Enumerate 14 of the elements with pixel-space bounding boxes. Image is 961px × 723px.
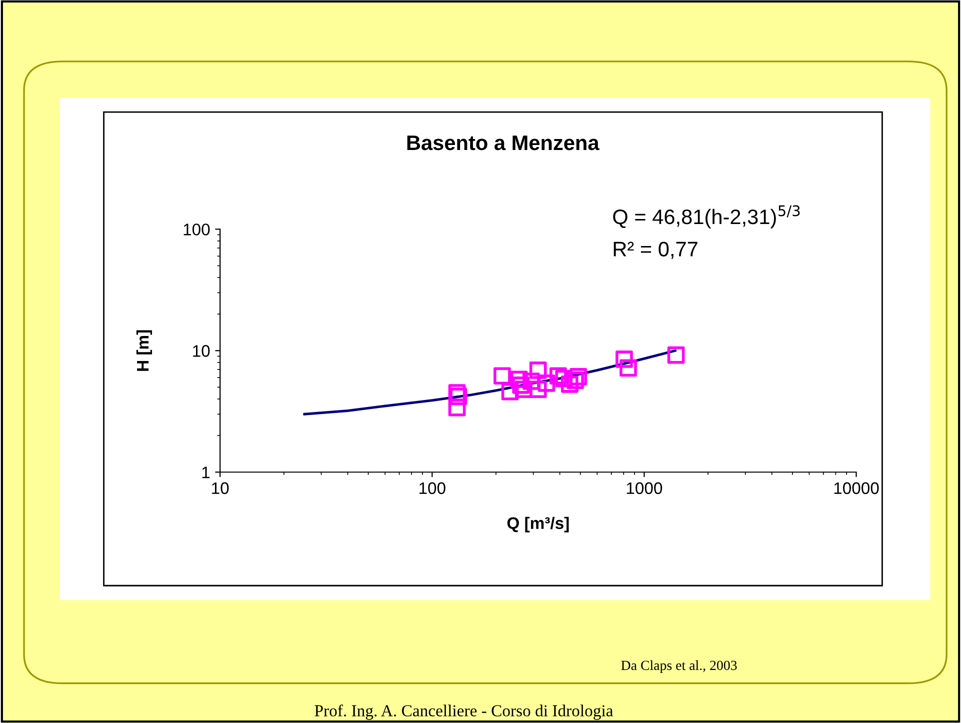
chart-title: Basento a Menzena (407, 136, 600, 150)
x-tick-label: 100 (420, 482, 446, 494)
annotation: R² = 0,77 (614, 242, 698, 259)
text: Q = 46,81(h-2,31)$^{5/3}$ (613, 205, 800, 228)
x-tick-label: 10 (212, 482, 229, 494)
x-axis-title: Q [m³/s] (507, 516, 569, 532)
y-tick-label: 100 (184, 224, 210, 236)
y-tick-label: 1 (202, 466, 210, 478)
x-tick-label: 10000 (834, 482, 879, 494)
y-tick-label: 10 (193, 345, 210, 357)
text: Da Claps et al., 2003 (621, 660, 737, 673)
text: Prof. Ing. A. Cancelliere - Corso di Idrologia (314, 704, 614, 720)
y-axis-title: H [m] (136, 330, 152, 371)
x-tick-label: 1000 (626, 482, 662, 494)
